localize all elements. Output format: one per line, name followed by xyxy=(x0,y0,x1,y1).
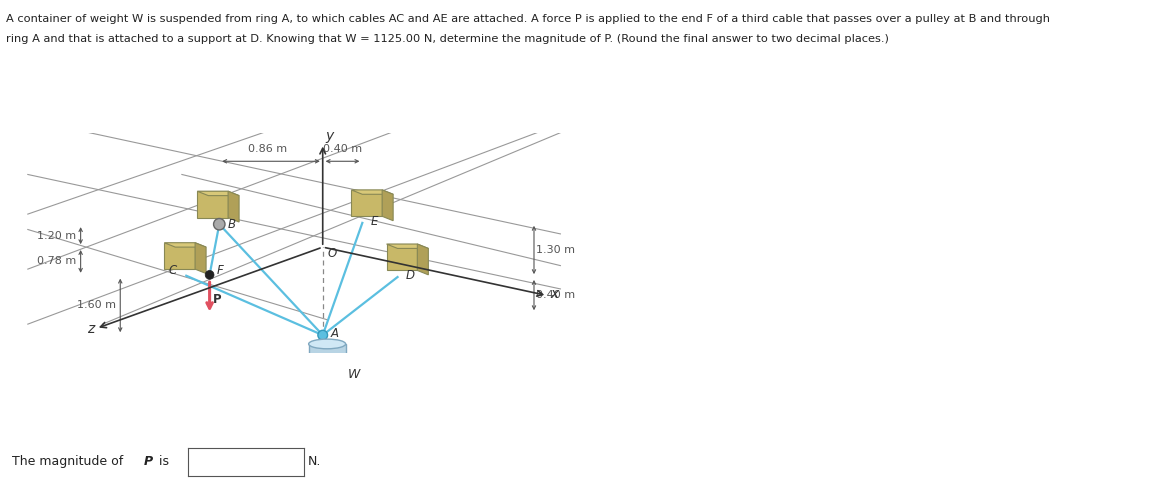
Text: 0.40 m: 0.40 m xyxy=(536,290,575,300)
FancyBboxPatch shape xyxy=(309,344,345,386)
Polygon shape xyxy=(198,191,239,196)
Circle shape xyxy=(206,270,214,279)
Polygon shape xyxy=(387,244,429,248)
Text: W: W xyxy=(349,368,360,381)
Text: 0.78 m: 0.78 m xyxy=(37,256,77,267)
Text: z: z xyxy=(87,322,94,336)
Text: 1.30 m: 1.30 m xyxy=(536,245,575,255)
Text: A container of weight W is suspended from ring A, to which cables AC and AE are : A container of weight W is suspended fro… xyxy=(6,14,1049,25)
Polygon shape xyxy=(164,242,195,269)
Text: 1.20 m: 1.20 m xyxy=(37,231,77,241)
Polygon shape xyxy=(382,190,393,221)
Text: ring A and that is attached to a support at D. Knowing that W = 1125.00 N, deter: ring A and that is attached to a support… xyxy=(6,34,889,44)
Polygon shape xyxy=(195,242,206,273)
Polygon shape xyxy=(351,190,393,194)
Ellipse shape xyxy=(309,339,345,349)
Polygon shape xyxy=(387,244,417,270)
Polygon shape xyxy=(351,190,382,216)
Circle shape xyxy=(318,330,328,340)
Text: B: B xyxy=(228,218,236,231)
Text: P: P xyxy=(144,455,153,468)
Text: N.: N. xyxy=(308,455,322,468)
Text: The magnitude of: The magnitude of xyxy=(12,455,127,468)
Text: y: y xyxy=(325,129,333,143)
Text: E: E xyxy=(371,215,378,228)
Text: D: D xyxy=(406,269,415,282)
Polygon shape xyxy=(198,191,228,218)
Circle shape xyxy=(214,218,225,230)
Text: A: A xyxy=(331,327,338,341)
Polygon shape xyxy=(228,191,239,222)
Text: 1.60 m: 1.60 m xyxy=(77,300,116,311)
Text: O: O xyxy=(328,247,336,260)
Text: F: F xyxy=(216,264,223,277)
Text: 0.86 m: 0.86 m xyxy=(249,144,287,154)
Ellipse shape xyxy=(309,382,345,389)
Text: is: is xyxy=(155,455,168,468)
Polygon shape xyxy=(417,244,429,275)
Text: 0.40 m: 0.40 m xyxy=(323,144,363,154)
Polygon shape xyxy=(164,242,206,247)
Text: P: P xyxy=(213,293,222,306)
Text: x: x xyxy=(551,287,559,301)
Text: C: C xyxy=(168,264,177,277)
